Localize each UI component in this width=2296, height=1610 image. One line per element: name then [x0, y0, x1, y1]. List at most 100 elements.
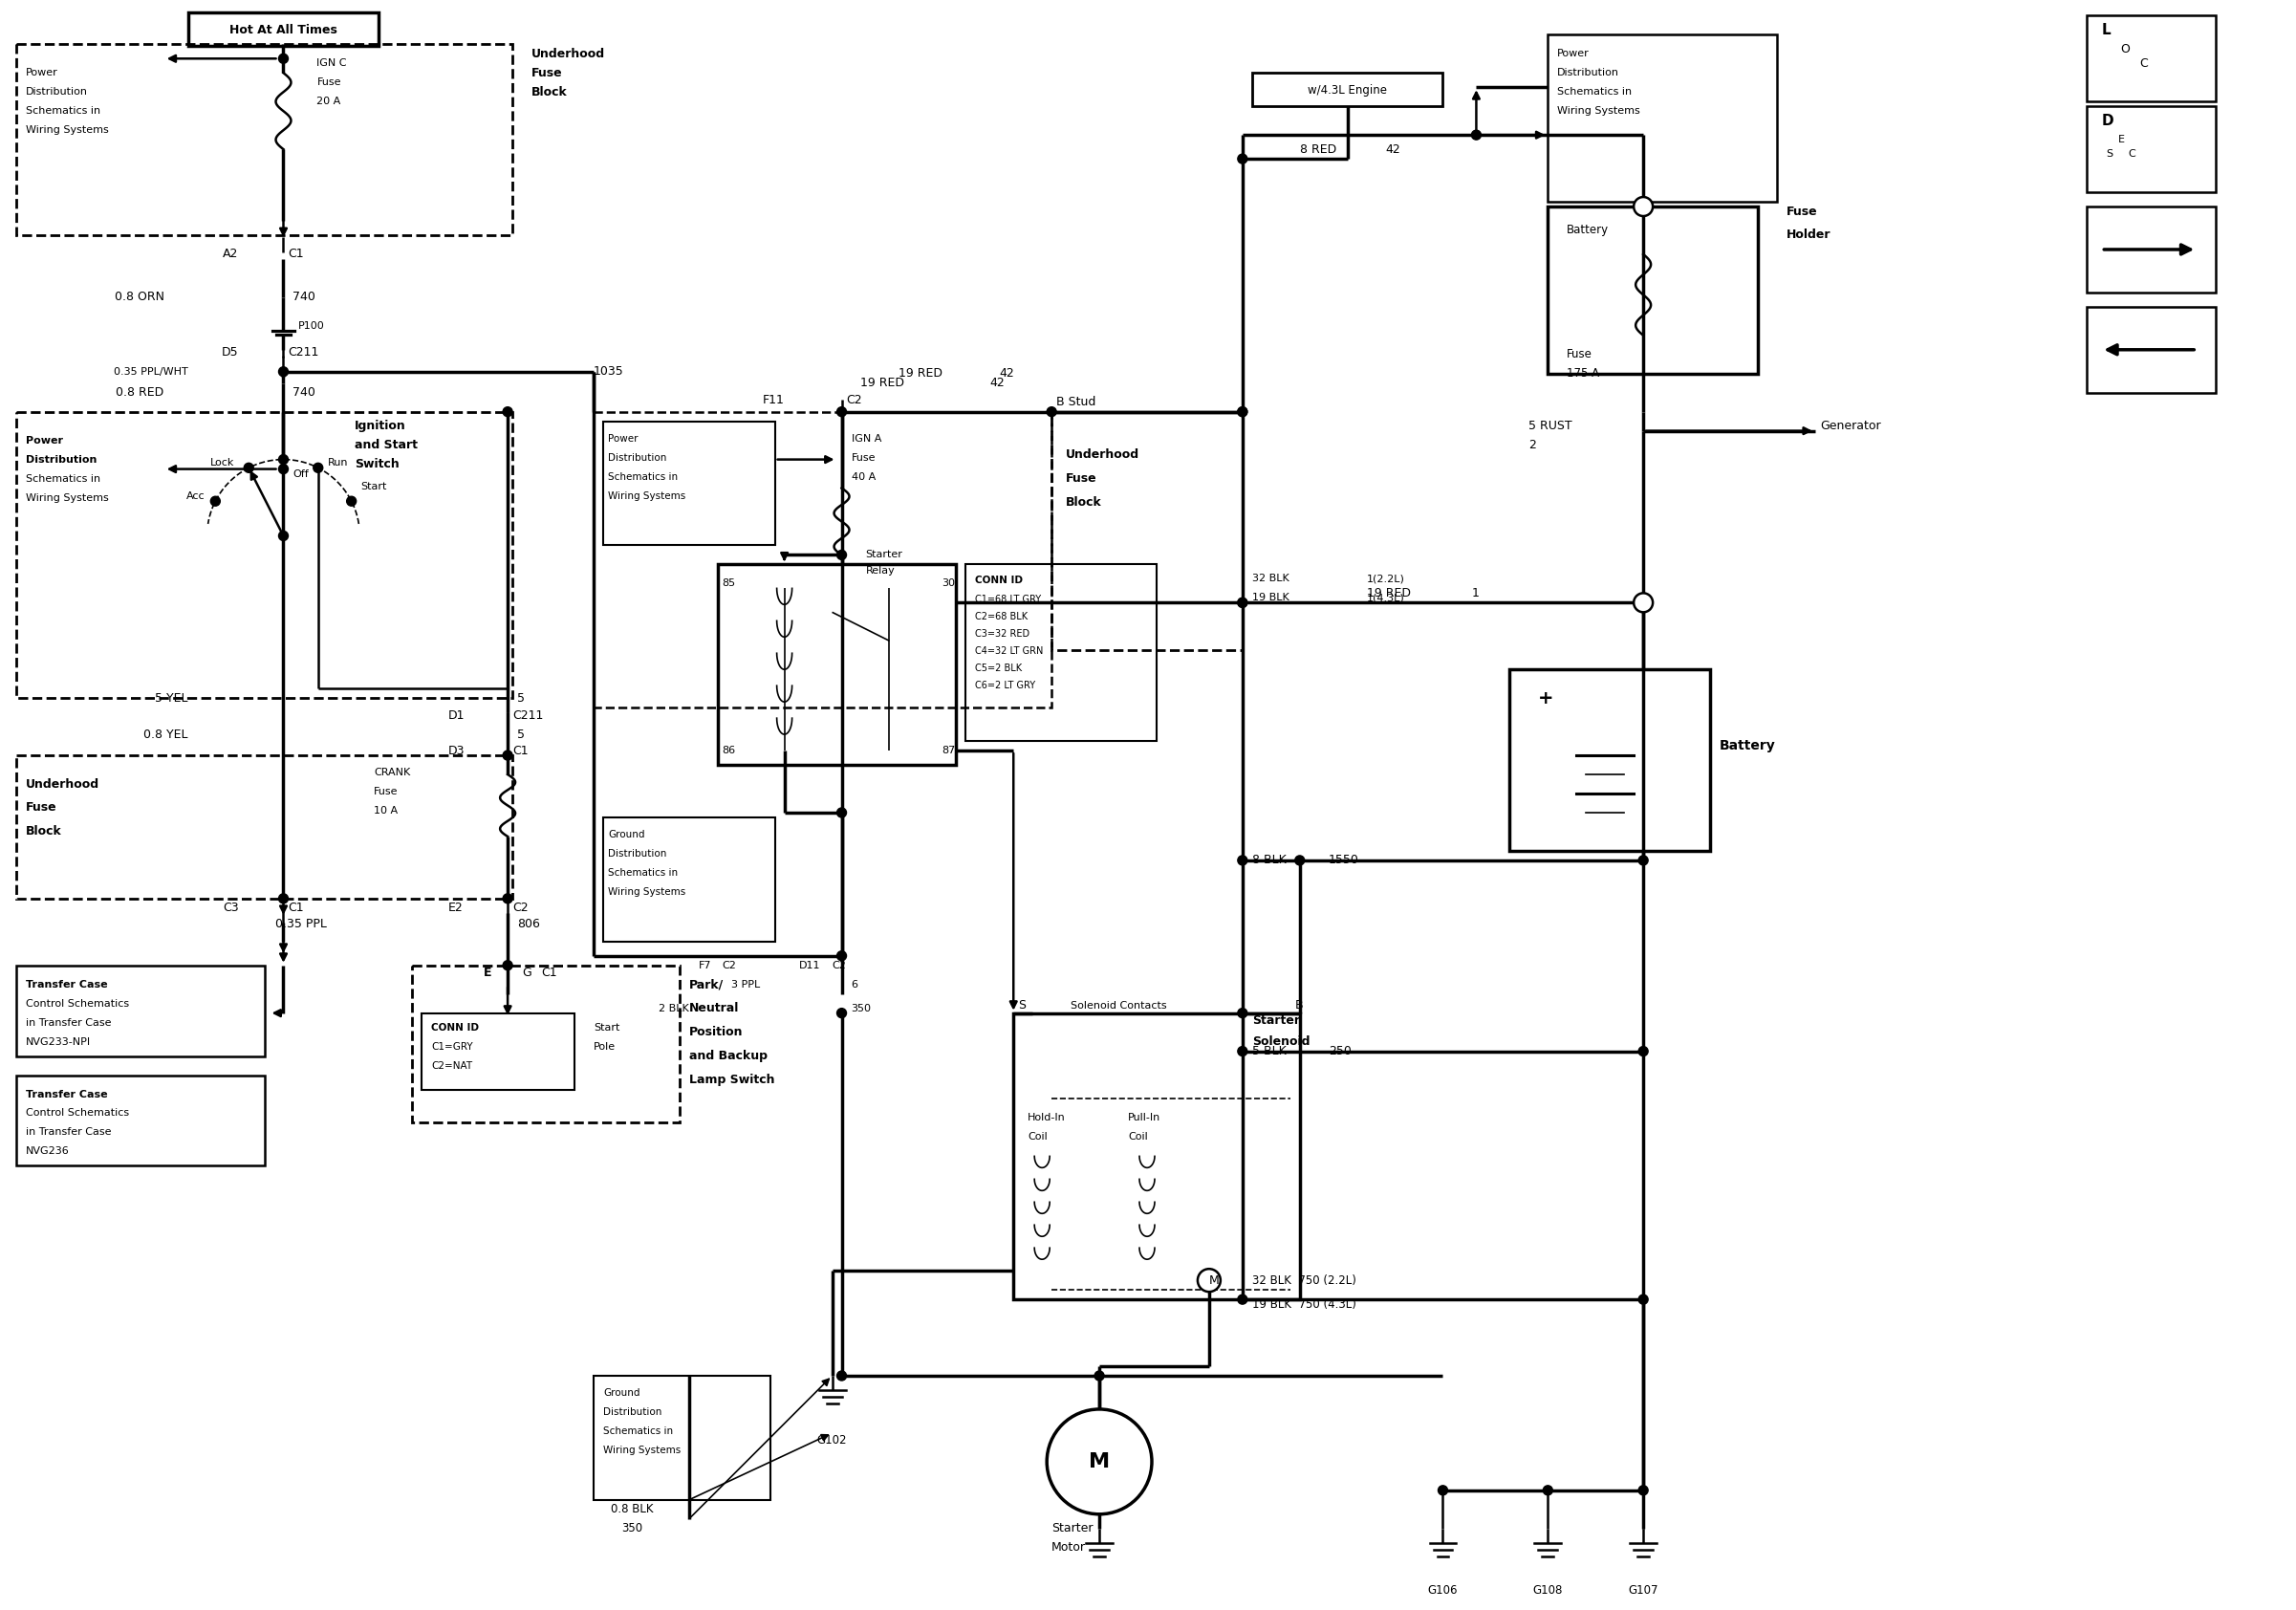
- Bar: [1548, 206, 1759, 374]
- Bar: [16, 755, 512, 898]
- Circle shape: [838, 551, 847, 560]
- Text: Acc: Acc: [186, 491, 207, 501]
- Circle shape: [278, 454, 289, 464]
- Circle shape: [1472, 130, 1481, 140]
- Text: 8 RED: 8 RED: [1300, 143, 1336, 156]
- Text: Ground: Ground: [604, 1388, 641, 1397]
- Text: 2: 2: [1529, 440, 1536, 451]
- Text: and Start: and Start: [356, 440, 418, 451]
- Text: +: +: [1538, 689, 1554, 707]
- Circle shape: [1437, 1486, 1449, 1496]
- Text: E2: E2: [448, 902, 464, 914]
- Text: 5: 5: [517, 728, 526, 741]
- Circle shape: [278, 894, 289, 903]
- Text: 0.35 PPL/WHT: 0.35 PPL/WHT: [115, 367, 188, 377]
- Text: M: M: [1210, 1274, 1219, 1286]
- Text: IGN C: IGN C: [317, 58, 347, 68]
- Text: 42: 42: [1384, 143, 1401, 156]
- Bar: [1548, 35, 1777, 201]
- Circle shape: [1238, 155, 1247, 164]
- Text: Hot At All Times: Hot At All Times: [230, 24, 338, 35]
- Text: in Transfer Case: in Transfer Case: [25, 1018, 110, 1027]
- Text: 250: 250: [1329, 1045, 1350, 1058]
- Text: G: G: [521, 966, 530, 979]
- Text: CONN ID: CONN ID: [976, 576, 1024, 586]
- Text: Ground: Ground: [608, 829, 645, 839]
- Text: Distribution: Distribution: [604, 1407, 661, 1417]
- Text: 30: 30: [941, 578, 955, 588]
- Text: C1: C1: [542, 966, 558, 979]
- Text: Schematics in: Schematics in: [25, 473, 101, 483]
- Text: C: C: [2128, 150, 2135, 159]
- Text: G102: G102: [817, 1435, 847, 1447]
- Text: 1550: 1550: [1329, 855, 1359, 866]
- Text: Transfer Case: Transfer Case: [25, 979, 108, 989]
- Text: A2: A2: [223, 248, 239, 261]
- Text: Underhood: Underhood: [25, 778, 99, 791]
- Text: 350: 350: [852, 1003, 870, 1013]
- Text: Block: Block: [1065, 496, 1102, 509]
- Text: D1: D1: [448, 708, 464, 721]
- Text: Hold-In: Hold-In: [1029, 1113, 1065, 1122]
- Text: Park/: Park/: [689, 979, 723, 990]
- Text: Off: Off: [294, 469, 310, 478]
- Text: Relay: Relay: [866, 567, 895, 576]
- Bar: [2087, 308, 2216, 393]
- Text: Battery: Battery: [1566, 224, 1609, 237]
- Text: 3 PPL: 3 PPL: [732, 979, 760, 989]
- Bar: [422, 1013, 574, 1090]
- Text: and Backup: and Backup: [689, 1050, 767, 1063]
- Text: 32 BLK: 32 BLK: [1251, 575, 1288, 583]
- Text: Fuse: Fuse: [533, 66, 563, 79]
- Text: 740: 740: [294, 386, 317, 399]
- Text: Solenoid Contacts: Solenoid Contacts: [1070, 1001, 1166, 1009]
- Text: Starter: Starter: [1251, 1014, 1300, 1027]
- Text: C2: C2: [847, 394, 863, 406]
- Text: 20 A: 20 A: [317, 97, 340, 106]
- Bar: [604, 818, 774, 942]
- Text: 19 BLK  750 (4.3L): 19 BLK 750 (4.3L): [1251, 1298, 1357, 1311]
- Text: M: M: [1088, 1452, 1109, 1472]
- Text: 5 RUST: 5 RUST: [1529, 420, 1573, 433]
- Bar: [2087, 206, 2216, 293]
- Text: Block: Block: [25, 826, 62, 837]
- Text: C2=68 BLK: C2=68 BLK: [976, 612, 1029, 621]
- Text: F11: F11: [762, 394, 785, 406]
- Text: Coil: Coil: [1029, 1132, 1047, 1141]
- Circle shape: [312, 464, 324, 473]
- Text: Underhood: Underhood: [533, 48, 606, 60]
- Bar: [595, 412, 1052, 708]
- Text: C211: C211: [512, 708, 544, 721]
- Text: Distribution: Distribution: [1557, 68, 1619, 77]
- Text: 175 A: 175 A: [1566, 367, 1600, 380]
- Text: C2=NAT: C2=NAT: [432, 1061, 473, 1071]
- Text: 42: 42: [999, 367, 1015, 380]
- Circle shape: [243, 464, 253, 473]
- Text: 350: 350: [622, 1523, 643, 1534]
- Text: Battery: Battery: [1720, 739, 1775, 752]
- Text: 2 BLK: 2 BLK: [659, 1003, 689, 1013]
- Circle shape: [1047, 407, 1056, 417]
- Text: 0.8 ORN: 0.8 ORN: [115, 291, 163, 303]
- Bar: [604, 422, 774, 546]
- Text: 19 RED: 19 RED: [1366, 588, 1410, 599]
- Text: C5=2 BLK: C5=2 BLK: [976, 663, 1022, 673]
- Text: Schematics in: Schematics in: [608, 472, 677, 481]
- Text: 86: 86: [723, 745, 737, 755]
- Text: C2: C2: [723, 961, 737, 971]
- Text: E: E: [2119, 135, 2126, 145]
- Text: 5 BLK: 5 BLK: [1251, 1045, 1286, 1058]
- Circle shape: [503, 750, 512, 760]
- Text: 19 RED: 19 RED: [900, 367, 944, 380]
- Text: C1: C1: [289, 902, 303, 914]
- Text: Holder: Holder: [1786, 229, 1830, 241]
- Text: C4=32 LT GRN: C4=32 LT GRN: [976, 647, 1042, 657]
- Text: 806: 806: [517, 918, 540, 931]
- Text: Start: Start: [360, 481, 388, 491]
- Text: Wiring Systems: Wiring Systems: [604, 1446, 680, 1455]
- Text: 10 A: 10 A: [374, 807, 397, 816]
- Circle shape: [1543, 1486, 1552, 1496]
- Text: Schematics in: Schematics in: [608, 868, 677, 877]
- Text: Starter: Starter: [866, 551, 902, 560]
- Circle shape: [1639, 597, 1649, 607]
